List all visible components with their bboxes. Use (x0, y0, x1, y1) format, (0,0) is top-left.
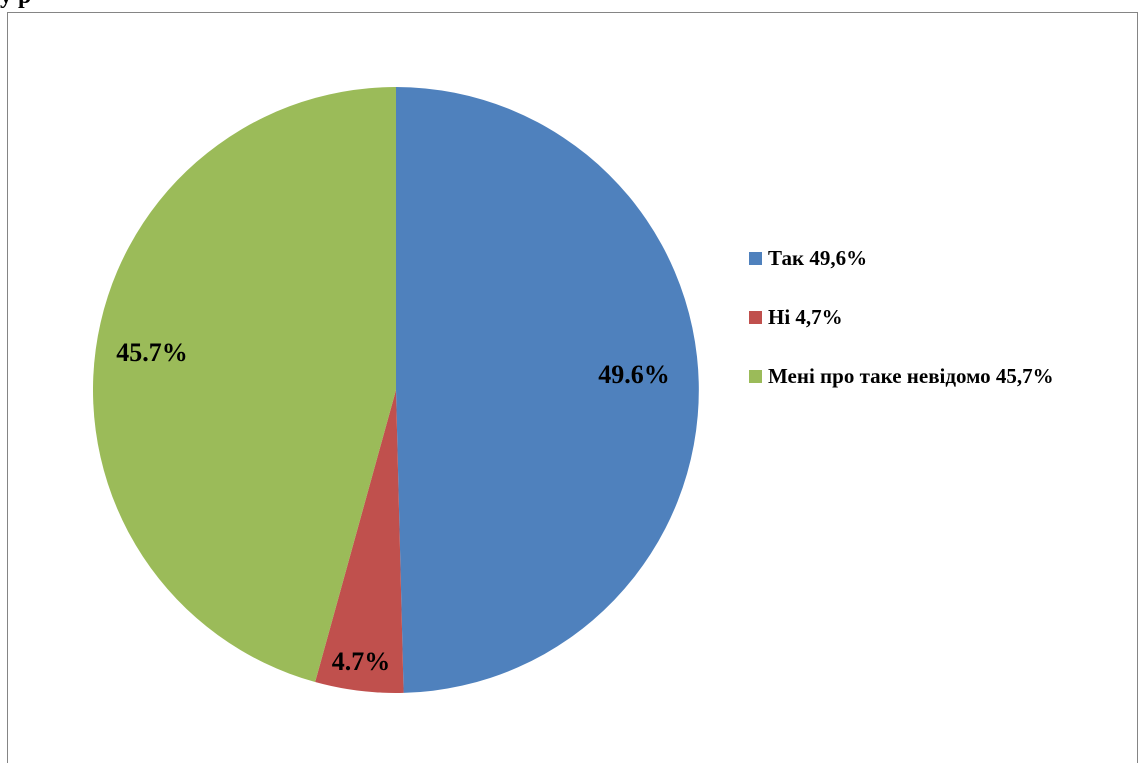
slice-tak (396, 87, 699, 693)
legend-label-unknown: Мені про таке невідомо 45,7% (768, 364, 1054, 388)
legend-swatch-ni (749, 311, 762, 324)
pie-slices (92, 87, 699, 693)
legend-item-unknown: Мені про таке невідомо 45,7% (749, 362, 1129, 390)
legend-swatch-tak (749, 252, 762, 265)
legend-label-ni: Ні 4,7% (768, 305, 843, 329)
chart-legend: Так 49,6% Ні 4,7% Мені про таке невідомо… (749, 244, 1129, 421)
slice-ni-label: 4.7% (332, 647, 391, 676)
legend-item-tak: Так 49,6% (749, 244, 1129, 272)
legend-label-tak: Так 49,6% (768, 246, 868, 270)
slice-tak-label: 49.6% (598, 360, 670, 389)
legend-swatch-unknown (749, 370, 762, 383)
cut-off-heading: у р (0, 0, 31, 8)
slice-unknown-label: 45.7% (116, 338, 188, 367)
slice-ni (315, 390, 404, 693)
pie-data-labels: 49.6% 4.7% 45.7% (116, 338, 670, 676)
legend-item-ni: Ні 4,7% (749, 303, 1129, 331)
slice-unknown (92, 87, 397, 683)
